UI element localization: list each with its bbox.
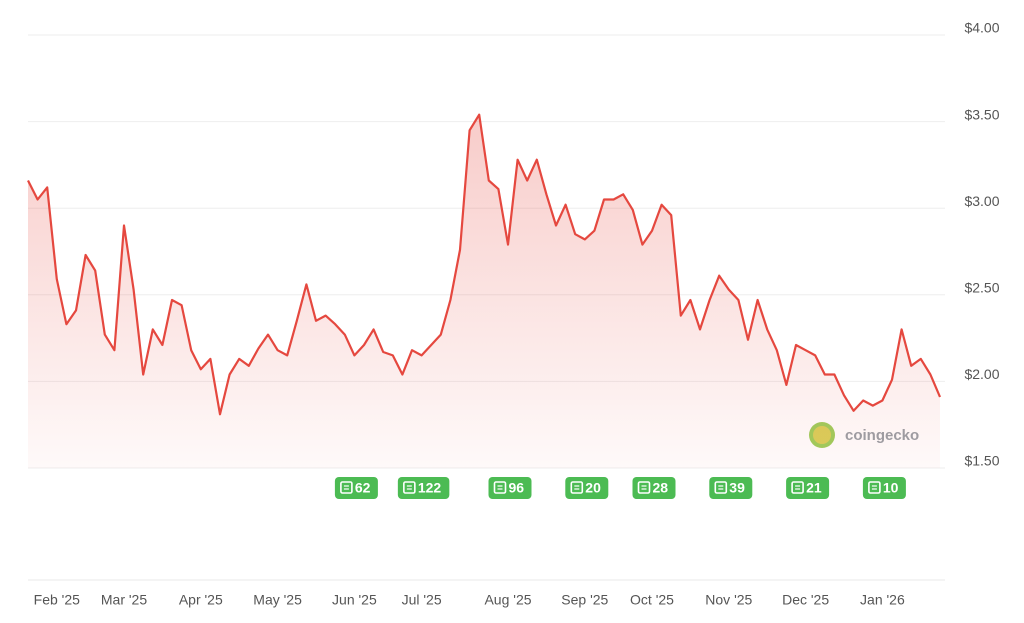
news-count: 21: [806, 480, 822, 496]
news-count: 62: [355, 480, 371, 496]
y-tick-label: $2.00: [964, 366, 999, 382]
news-badge[interactable]: 96: [488, 477, 532, 499]
news-icon: [570, 481, 584, 494]
news-icon: [340, 481, 353, 494]
news-count: 28: [653, 480, 669, 496]
x-tick-label: Dec '25: [782, 592, 829, 608]
news-badge[interactable]: 10: [862, 477, 906, 499]
x-tick-label: Feb '25: [34, 592, 80, 608]
x-tick-label: Apr '25: [179, 592, 223, 608]
x-tick-label: Aug '25: [484, 592, 531, 608]
news-badge[interactable]: 28: [632, 477, 676, 499]
news-icon: [791, 481, 804, 494]
news-count: 39: [729, 480, 745, 496]
y-tick-label: $4.00: [964, 20, 999, 36]
x-tick-label: Nov '25: [705, 592, 752, 608]
news-icon: [714, 481, 728, 494]
x-tick-label: Jun '25: [332, 592, 377, 608]
news-badge[interactable]: 21: [786, 477, 830, 499]
news-count: 122: [418, 480, 442, 496]
news-count: 96: [509, 480, 525, 496]
news-badge[interactable]: 39: [709, 477, 753, 499]
y-tick-label: $3.50: [964, 106, 999, 122]
x-tick-label: Jan '26: [860, 592, 905, 608]
x-tick-label: Mar '25: [101, 592, 147, 608]
x-tick-label: May '25: [253, 592, 302, 608]
y-tick-label: $3.00: [964, 193, 999, 209]
x-tick-label: Jul '25: [402, 592, 442, 608]
news-count: 10: [883, 480, 899, 496]
news-badge[interactable]: 122: [397, 477, 450, 499]
news-icon: [637, 481, 651, 494]
news-icon: [868, 481, 881, 494]
price-line: [27, 113, 942, 416]
y-tick-label: $2.50: [964, 280, 999, 296]
news-count: 20: [585, 480, 601, 496]
news-icon: [403, 481, 416, 494]
x-tick-label: Oct '25: [630, 592, 674, 608]
y-tick-label: $1.50: [964, 453, 999, 469]
x-tick-label: Sep '25: [561, 592, 608, 608]
news-badge[interactable]: 62: [334, 477, 378, 499]
news-icon: [493, 481, 507, 494]
price-area: [28, 114, 940, 468]
news-badge[interactable]: 20: [565, 477, 609, 499]
